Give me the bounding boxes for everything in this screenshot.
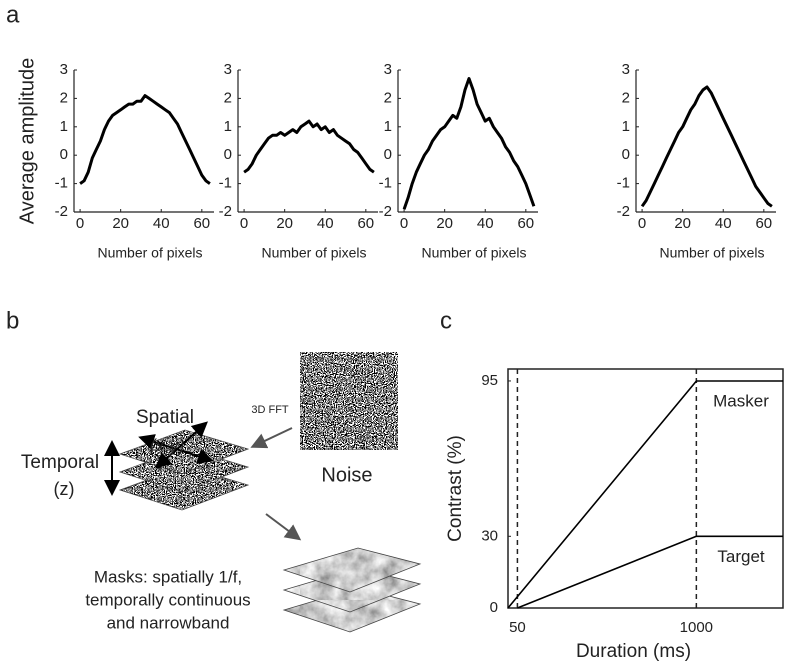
y-tick-label: 1 bbox=[224, 118, 232, 135]
temporal-label: Temporal bbox=[21, 452, 99, 473]
y-tick-label: 0 bbox=[384, 146, 392, 163]
diagram: Noise 3D FFT Spatial (x,y) Temporal (z) … bbox=[21, 352, 422, 633]
y-tick-label: -2 bbox=[219, 203, 232, 220]
y-tick-label: 3 bbox=[224, 61, 232, 78]
x-tick-label: 0 bbox=[400, 215, 408, 232]
data-line bbox=[243, 119, 375, 174]
x-tick-label: 20 bbox=[276, 215, 293, 232]
y-tick-label: 2 bbox=[384, 89, 392, 106]
y-axis-label: Average amplitude bbox=[16, 58, 38, 224]
y-tick-label: 3 bbox=[622, 61, 630, 78]
y-tick-label: 0 bbox=[224, 146, 232, 163]
y-tick-label: 30 bbox=[481, 527, 498, 544]
y-tick-label: 1 bbox=[622, 118, 630, 135]
panel-label: b bbox=[6, 307, 19, 334]
x-tick-label: 60 bbox=[193, 215, 210, 232]
spatial-arrow bbox=[155, 421, 208, 469]
y-tick-label: -2 bbox=[617, 203, 630, 220]
arrow bbox=[265, 513, 302, 541]
data-line bbox=[507, 380, 783, 609]
x-tick-label: 20 bbox=[674, 215, 691, 232]
x-tick-label: 0 bbox=[638, 215, 646, 232]
plot-frame bbox=[507, 368, 784, 609]
x-tick-label: 0 bbox=[240, 215, 248, 232]
arrow bbox=[250, 427, 293, 449]
y-tick-label: 0 bbox=[60, 146, 68, 163]
x-tick-label: 1000 bbox=[680, 619, 713, 636]
y-tick-label: 2 bbox=[60, 89, 68, 106]
y-tick-label: 3 bbox=[60, 61, 68, 78]
masks-label: temporally continuous bbox=[85, 590, 250, 609]
data-line bbox=[517, 535, 783, 609]
x-tick-label: 40 bbox=[153, 215, 170, 232]
masks-label: and narrowband bbox=[107, 613, 230, 632]
fft-label: 3D FFT bbox=[251, 404, 289, 416]
masks-label: Masks: spatially 1/f, bbox=[94, 567, 242, 586]
y-axis-label: Contrast (%) bbox=[445, 435, 466, 542]
x-axis-label: Number of pixels bbox=[659, 245, 764, 261]
y-tick-label: 1 bbox=[60, 118, 68, 135]
x-tick-label: 20 bbox=[436, 215, 453, 232]
y-tick-label: 3 bbox=[384, 61, 392, 78]
x-tick-label: 60 bbox=[517, 215, 534, 232]
y-tick-label: 95 bbox=[481, 372, 498, 389]
x-axis-label: Number of pixels bbox=[421, 245, 526, 261]
noise-label: Noise bbox=[321, 464, 372, 486]
y-tick-label: -1 bbox=[55, 175, 68, 192]
x-tick-label: 40 bbox=[715, 215, 732, 232]
panel-label: c bbox=[440, 307, 452, 334]
y-tick-label: 0 bbox=[622, 146, 630, 163]
y-tick-label: -1 bbox=[219, 175, 232, 192]
x-tick-label: 0 bbox=[76, 215, 84, 232]
series-label: Masker bbox=[713, 391, 769, 410]
data-line bbox=[79, 94, 211, 185]
y-tick-label: -2 bbox=[379, 203, 392, 220]
x-tick-label: 60 bbox=[755, 215, 772, 232]
x-tick-label: 20 bbox=[112, 215, 129, 232]
y-tick-label: 0 bbox=[490, 599, 498, 616]
x-tick-label: 40 bbox=[317, 215, 334, 232]
y-tick-label: 2 bbox=[224, 89, 232, 106]
data-line bbox=[402, 77, 536, 210]
data-line bbox=[640, 85, 773, 208]
x-axis-label: Number of pixels bbox=[261, 245, 366, 261]
y-tick-label: -2 bbox=[55, 203, 68, 220]
spatial-label: Spatial bbox=[136, 407, 194, 428]
spatial-axes: (x,y) bbox=[150, 436, 185, 456]
panel-label: a bbox=[6, 1, 20, 28]
x-axis-label: Duration (ms) bbox=[576, 641, 691, 662]
mask-stack bbox=[282, 547, 422, 633]
temporal-axis: (z) bbox=[54, 479, 75, 499]
x-tick-label: 60 bbox=[357, 215, 374, 232]
x-axis-label: Number of pixels bbox=[97, 245, 202, 261]
y-tick-label: 2 bbox=[622, 89, 630, 106]
y-tick-label: -1 bbox=[617, 175, 630, 192]
y-tick-label: 1 bbox=[384, 118, 392, 135]
x-tick-label: 40 bbox=[477, 215, 494, 232]
series-label: Target bbox=[717, 547, 765, 566]
noise-image bbox=[300, 352, 398, 450]
y-tick-label: -1 bbox=[379, 175, 392, 192]
x-tick-label: 50 bbox=[509, 619, 526, 636]
